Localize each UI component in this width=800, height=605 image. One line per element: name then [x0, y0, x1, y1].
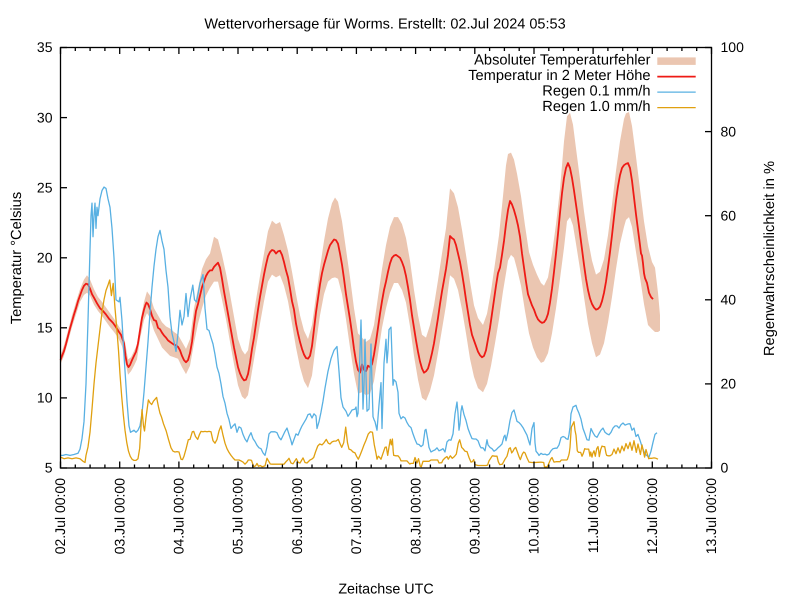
svg-text:07.Jul 00:00: 07.Jul 00:00 [348, 478, 364, 554]
svg-text:0: 0 [721, 460, 729, 476]
svg-text:12.Jul 00:00: 12.Jul 00:00 [644, 478, 660, 554]
svg-text:100: 100 [721, 39, 745, 55]
svg-text:05.Jul 00:00: 05.Jul 00:00 [230, 478, 246, 554]
svg-text:30: 30 [37, 109, 53, 125]
svg-text:20: 20 [37, 249, 53, 265]
svg-text:Regenwahrscheinlichkeit in %: Regenwahrscheinlichkeit in % [762, 161, 778, 356]
svg-text:06.Jul 00:00: 06.Jul 00:00 [289, 478, 305, 554]
svg-text:15: 15 [37, 320, 53, 336]
svg-text:02.Jul 00:00: 02.Jul 00:00 [52, 478, 68, 554]
svg-text:Temperatur in 2 Meter Höhe: Temperatur in 2 Meter Höhe [468, 68, 650, 84]
svg-text:Wettervorhersage für Worms. Er: Wettervorhersage für Worms. Erstellt: 02… [204, 16, 565, 32]
svg-text:Regen 1.0 mm/h: Regen 1.0 mm/h [542, 99, 650, 115]
svg-text:25: 25 [37, 179, 53, 195]
svg-text:10.Jul 00:00: 10.Jul 00:00 [526, 478, 542, 554]
svg-text:13.Jul 00:00: 13.Jul 00:00 [703, 478, 719, 554]
svg-text:20: 20 [721, 376, 737, 392]
svg-text:Regen 0.1 mm/h: Regen 0.1 mm/h [542, 83, 650, 99]
svg-text:04.Jul 00:00: 04.Jul 00:00 [171, 478, 187, 554]
svg-text:5: 5 [45, 460, 53, 476]
svg-text:60: 60 [721, 207, 737, 223]
svg-text:10: 10 [37, 390, 53, 406]
svg-text:Zeitachse UTC: Zeitachse UTC [338, 582, 433, 598]
svg-text:Absoluter Temperaturfehler: Absoluter Temperaturfehler [474, 52, 650, 68]
svg-text:03.Jul 00:00: 03.Jul 00:00 [111, 478, 127, 554]
svg-text:80: 80 [721, 123, 737, 139]
svg-text:08.Jul 00:00: 08.Jul 00:00 [407, 478, 423, 554]
svg-text:40: 40 [721, 292, 737, 308]
svg-text:Temperatur °Celsius: Temperatur °Celsius [9, 192, 25, 324]
svg-text:11.Jul 00:00: 11.Jul 00:00 [585, 478, 601, 553]
svg-text:09.Jul 00:00: 09.Jul 00:00 [467, 478, 483, 554]
svg-text:35: 35 [37, 39, 53, 55]
